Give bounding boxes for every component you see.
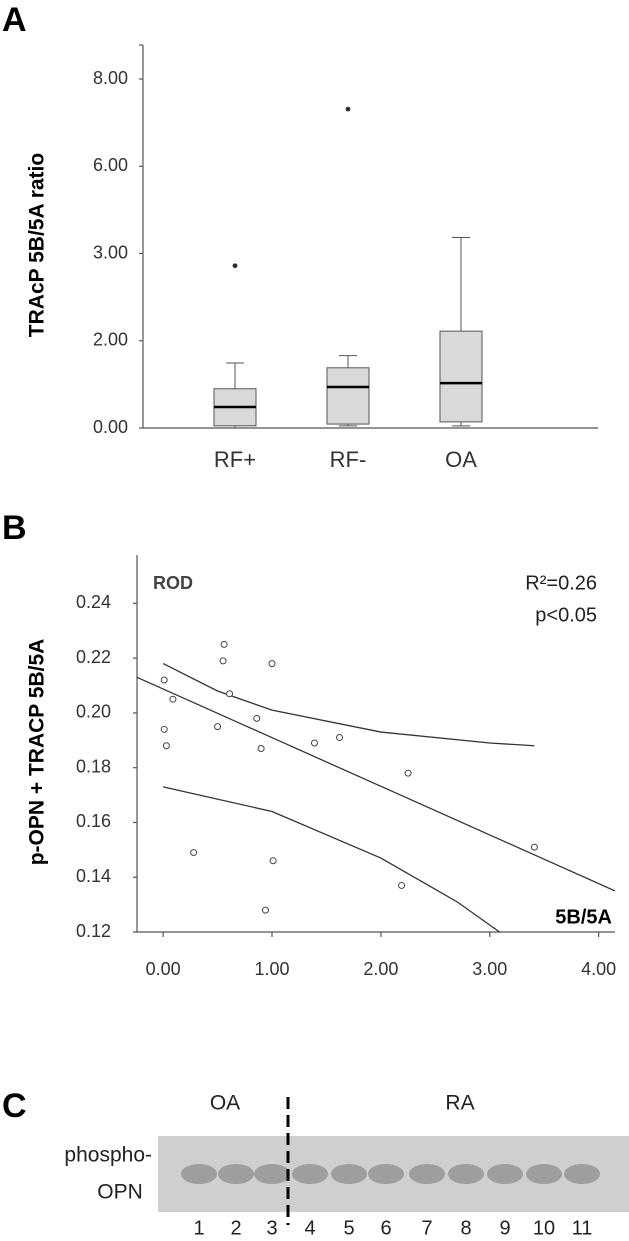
annotation: p<0.05: [535, 604, 597, 626]
panel-label: A: [2, 1, 27, 39]
fit-line: [136, 676, 616, 892]
confidence-band: [162, 786, 500, 933]
lane-label: 1: [193, 1217, 204, 1239]
box: [326, 367, 370, 425]
row-label: OPN: [97, 1181, 143, 1204]
x-tick-label: 4.00: [581, 959, 616, 979]
point: [257, 745, 265, 752]
lane-label: 2: [230, 1217, 241, 1239]
point: [530, 843, 538, 851]
lane-label: 6: [380, 1217, 391, 1239]
y-tick-label: 8.00: [93, 68, 128, 88]
x-tick-label: RF+: [214, 447, 256, 472]
y-tick-label: 6.00: [93, 155, 128, 175]
point: [261, 906, 269, 914]
outlier: [232, 263, 238, 269]
blot-band: [448, 1164, 484, 1184]
blot-band: [292, 1164, 328, 1184]
point: [398, 881, 406, 889]
blot-band: [487, 1164, 523, 1184]
group-label: RA: [445, 1092, 474, 1115]
lane-label: 5: [343, 1217, 354, 1239]
blot-band: [254, 1164, 290, 1184]
y-axis-title: TRAcP 5B/5A ratio: [26, 153, 49, 337]
x-tick-label: 3.00: [472, 959, 507, 979]
point: [336, 734, 344, 742]
y-tick-label: 0.22: [76, 647, 111, 667]
point: [160, 725, 168, 733]
point: [214, 723, 222, 731]
panel-label: C: [2, 1087, 27, 1125]
y-axis-title: p-OPN + TRACP 5B/5A: [26, 639, 49, 866]
outlier: [345, 106, 351, 112]
lane-label: 3: [266, 1217, 277, 1239]
point: [220, 640, 228, 648]
x-tick-label: 0.00: [146, 959, 181, 979]
point: [404, 769, 412, 777]
point: [226, 690, 234, 698]
x-tick-label: OA: [445, 447, 477, 472]
blot-band: [368, 1164, 404, 1184]
annotation: 5B/5A: [555, 906, 612, 928]
x-tick-label: 2.00: [363, 959, 398, 979]
row-label: phospho-: [64, 1144, 152, 1167]
blot-band: [218, 1164, 254, 1184]
x-tick-label: 1.00: [254, 959, 289, 979]
y-tick-label: 2.00: [93, 330, 128, 350]
panel-label: B: [2, 509, 27, 547]
lane-label: 4: [304, 1217, 315, 1239]
blot-band: [526, 1164, 562, 1184]
blot-band: [564, 1164, 600, 1184]
lane-label: 10: [533, 1217, 555, 1239]
annotation: R²=0.26: [525, 572, 597, 594]
point: [162, 742, 170, 750]
y-tick-label: 3.00: [93, 242, 128, 262]
y-tick-label: 0.14: [76, 866, 111, 886]
lane-label: 8: [460, 1217, 471, 1239]
lane-label: 9: [499, 1217, 510, 1239]
blot-band: [181, 1164, 217, 1184]
group-label: OA: [210, 1092, 240, 1115]
y-tick-label: 0.00: [93, 417, 128, 437]
blot-band: [331, 1164, 367, 1184]
lane-label: 11: [572, 1217, 593, 1239]
point: [190, 849, 198, 857]
point: [253, 714, 261, 722]
point: [268, 660, 276, 668]
blot-bands: [181, 1164, 600, 1184]
box: [439, 330, 483, 423]
point: [169, 695, 177, 703]
y-tick-label: 0.24: [76, 592, 111, 612]
y-tick-label: 0.18: [76, 756, 111, 776]
point: [269, 857, 277, 865]
lane-label: 7: [421, 1217, 432, 1239]
y-tick-label: 0.16: [76, 811, 111, 831]
y-tick-label: 0.20: [76, 702, 111, 722]
annotation: ROD: [153, 573, 193, 593]
blot-band: [409, 1164, 445, 1184]
confidence-band: [162, 663, 535, 747]
x-tick-label: RF-: [330, 447, 367, 472]
point: [160, 676, 168, 684]
point: [310, 739, 318, 747]
point: [219, 657, 227, 665]
y-tick-label: 0.12: [76, 921, 111, 941]
